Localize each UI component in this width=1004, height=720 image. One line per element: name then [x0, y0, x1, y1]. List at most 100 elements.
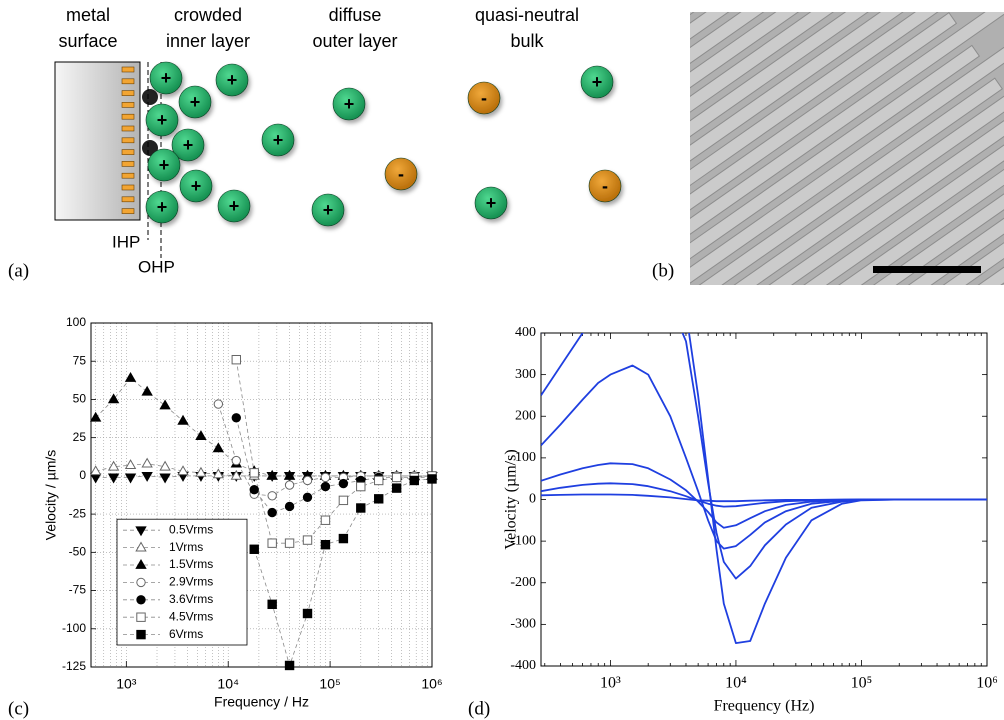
- marker: [375, 476, 383, 484]
- legend-label: 3.6Vrms: [169, 592, 213, 606]
- ion: +: [150, 62, 182, 94]
- series-line: [254, 479, 432, 666]
- panel-label: (a): [8, 260, 29, 281]
- marker: [285, 661, 293, 669]
- y-tick-label: 25: [73, 430, 87, 444]
- legend-label: 1Vrms: [169, 540, 203, 554]
- ion-charge: +: [227, 70, 238, 90]
- marker: [339, 534, 347, 542]
- marker: [268, 508, 276, 516]
- legend: 0.5Vrms1Vrms1.5Vrms2.9Vrms3.6Vrms4.5Vrms…: [117, 519, 247, 645]
- surface-charge: [122, 185, 134, 190]
- marker: [160, 401, 170, 409]
- ion-charge: +: [323, 200, 334, 220]
- series-line: [236, 360, 432, 544]
- marker: [214, 443, 224, 451]
- marker: [232, 355, 240, 363]
- marker: [303, 536, 311, 544]
- ion: +: [581, 66, 613, 98]
- marker: [321, 473, 329, 481]
- surface-charge: [122, 79, 134, 84]
- marker: [250, 485, 258, 493]
- ion-charge: -: [398, 164, 404, 184]
- heading: metal: [66, 5, 110, 25]
- x-axis-label: Frequency (Hz): [714, 698, 815, 715]
- surface-charge: [122, 67, 134, 72]
- y-axis-label: Velocity (µm/s): [503, 449, 520, 549]
- y-tick-label: -400: [510, 658, 536, 673]
- legend-label: 1.5Vrms: [169, 557, 213, 571]
- marker: [268, 539, 276, 547]
- marker: [321, 516, 329, 524]
- heading: crowded: [174, 5, 242, 25]
- x-tick-label: 10³: [600, 675, 621, 692]
- legend-label: 0.5Vrms: [169, 522, 213, 536]
- marker: [339, 496, 347, 504]
- ion: +: [312, 194, 344, 226]
- marker: [196, 431, 206, 439]
- surface-charge: [122, 91, 134, 96]
- ion: +: [216, 64, 248, 96]
- ohp-label: OHP: [138, 257, 175, 276]
- panel-label: (d): [468, 698, 490, 719]
- ion: +: [475, 187, 507, 219]
- ion-charge: +: [157, 197, 168, 217]
- ion-charge: +: [273, 130, 284, 150]
- adsorbed-ion: [142, 89, 158, 105]
- ion: +: [218, 190, 250, 222]
- y-tick-label: 0: [79, 468, 86, 482]
- ion: -: [468, 82, 500, 114]
- marker: [137, 596, 145, 604]
- heading: outer layer: [312, 31, 397, 51]
- ion-charge: -: [481, 88, 487, 108]
- heading: surface: [58, 31, 117, 51]
- marker: [137, 613, 145, 621]
- marker: [303, 476, 311, 484]
- ion-charge: -: [602, 176, 608, 196]
- y-tick-label: 0: [529, 492, 536, 507]
- marker: [109, 462, 119, 470]
- marker: [410, 476, 418, 484]
- ion-charge: +: [229, 196, 240, 216]
- ion: +: [333, 88, 365, 120]
- surface-charge: [122, 161, 134, 166]
- marker: [91, 413, 101, 421]
- y-tick-label: -300: [510, 617, 536, 632]
- ion: +: [146, 104, 178, 136]
- marker: [321, 540, 329, 548]
- marker: [392, 473, 400, 481]
- marker: [126, 373, 136, 381]
- y-axis-label: Velocity / µm/s: [43, 450, 59, 541]
- x-tick-label: 10⁴: [217, 676, 239, 692]
- panel-label: (b): [652, 260, 674, 281]
- marker: [178, 416, 188, 424]
- marker: [303, 609, 311, 617]
- marker: [142, 473, 152, 481]
- x-tick-label: 10⁴: [725, 675, 747, 692]
- x-tick-label: 10⁶: [976, 675, 998, 692]
- x-tick-label: 10⁵: [851, 675, 873, 692]
- marker: [250, 545, 258, 553]
- surface-charge: [122, 209, 134, 214]
- marker: [196, 468, 206, 476]
- ion: +: [262, 124, 294, 156]
- marker: [268, 492, 276, 500]
- heading: inner layer: [166, 31, 250, 51]
- surface-charge: [122, 150, 134, 155]
- ihp-label: IHP: [112, 232, 140, 251]
- y-tick-label: 50: [73, 392, 87, 406]
- marker: [339, 479, 347, 487]
- legend-label: 6Vrms: [169, 627, 203, 641]
- panel-label: (c): [8, 698, 29, 719]
- marker: [109, 474, 119, 482]
- heading: quasi-neutral: [475, 5, 579, 25]
- y-tick-label: -100: [62, 621, 86, 635]
- legend-label: 4.5Vrms: [169, 609, 213, 623]
- scale-bar: [873, 266, 981, 273]
- marker: [214, 400, 222, 408]
- marker: [357, 482, 365, 490]
- marker: [232, 414, 240, 422]
- ion: -: [589, 170, 621, 202]
